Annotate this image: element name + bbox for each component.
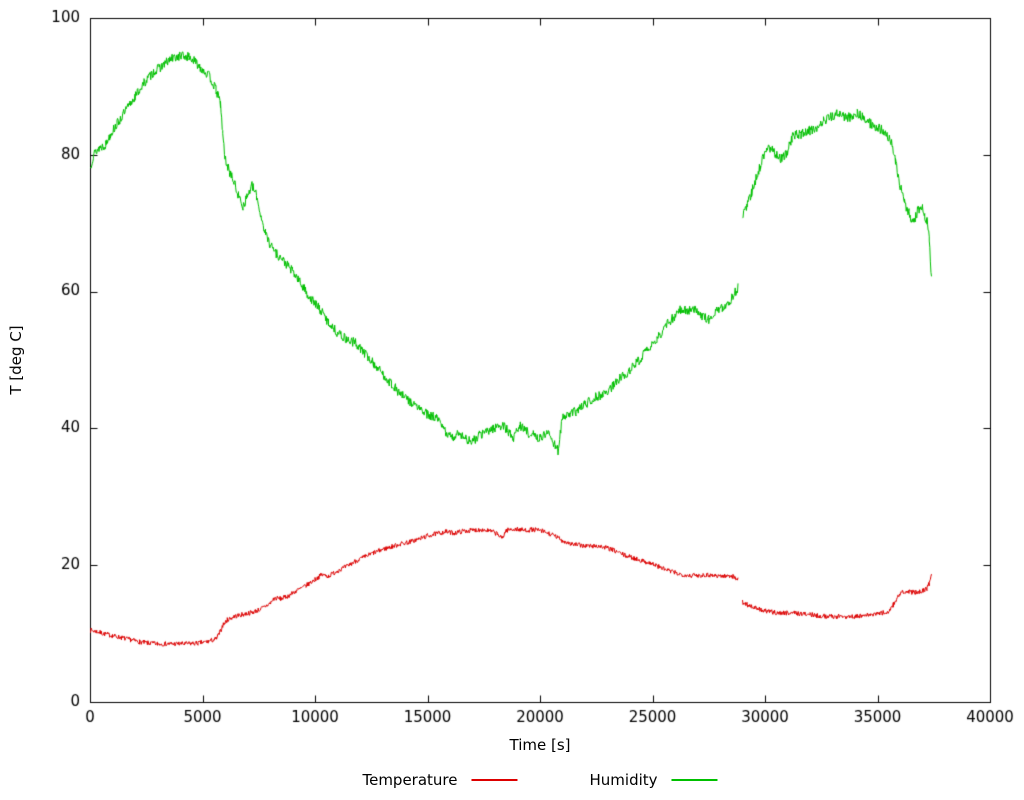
x-axis-label: Time [s]: [509, 736, 571, 754]
legend-line-sample-temperature: [471, 779, 518, 781]
y-axis-label: T [deg C]: [7, 325, 25, 395]
legend: Temperature Humidity: [362, 771, 718, 789]
legend-item-humidity: Humidity: [590, 771, 718, 789]
legend-label-temperature: Temperature: [362, 771, 458, 789]
legend-line-sample-humidity: [671, 779, 718, 781]
legend-item-temperature: Temperature: [362, 771, 518, 789]
legend-label-humidity: Humidity: [589, 771, 658, 789]
